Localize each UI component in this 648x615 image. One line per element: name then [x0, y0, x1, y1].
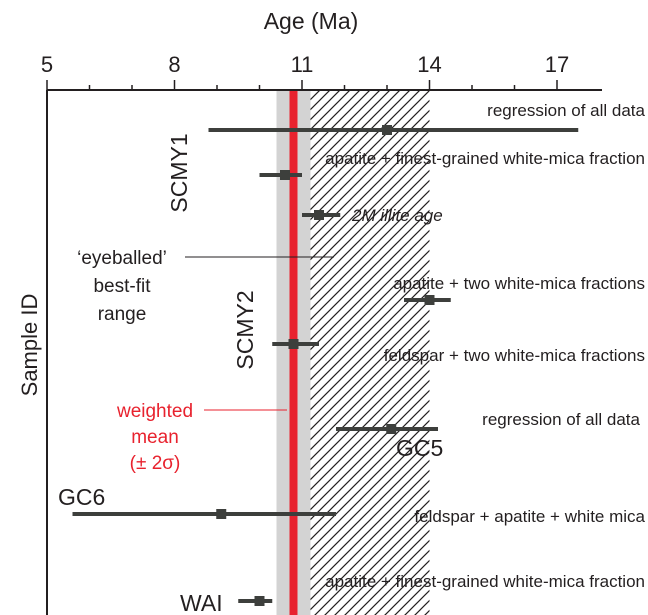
age-point	[386, 424, 397, 434]
x-axis-title: Age (Ma)	[264, 8, 359, 34]
bar-label: feldspar + apatite + white mica	[414, 507, 645, 526]
x-tick-label: 17	[545, 52, 569, 77]
bar-label: apatite + finest-grained white-mica frac…	[325, 572, 645, 591]
bar-label: regression of all data	[487, 101, 645, 120]
bar-label: 2M illite age	[351, 206, 443, 225]
sample-label-wai: WAI	[180, 590, 223, 615]
sample-label-gc5: GC5	[396, 435, 443, 461]
range-bands	[276, 90, 430, 615]
age-point	[288, 339, 299, 349]
x-tick-label: 11	[291, 52, 314, 77]
age-point	[424, 295, 435, 305]
annotation-leaders	[185, 256, 334, 411]
bar-label: regression of all data	[482, 410, 640, 429]
axes: 5 8 11 14 17	[41, 52, 602, 615]
bar-label: apatite + finest-grained white-mica frac…	[325, 149, 645, 168]
sample-label-gc6: GC6	[58, 484, 105, 510]
bar-label: feldspar + two white-mica fractions	[384, 346, 645, 365]
eyeballed-range-label: range	[98, 304, 147, 325]
sample-label-scmy1: SCMY1	[166, 133, 192, 212]
age-point	[314, 210, 324, 220]
sample-labels: SCMY1 SCMY2 GC5 GC6 WAI	[58, 133, 443, 615]
age-point	[382, 125, 392, 135]
bar-label: apatite + two white-mica fractions	[393, 274, 645, 293]
weighted-mean-label: weighted	[116, 401, 193, 422]
sample-label-scmy2: SCMY2	[232, 290, 258, 369]
weighted-mean-label: (± 2σ)	[130, 453, 181, 474]
eyeballed-range-label: best-fit	[93, 276, 151, 297]
weighted-mean-label: mean	[131, 427, 179, 448]
y-axis-title: Sample ID	[17, 294, 42, 397]
age-point	[280, 170, 290, 180]
x-tick-label: 8	[168, 52, 180, 77]
eyeballed-range-label: ‘eyeballed’	[77, 248, 167, 269]
age-point	[254, 596, 265, 606]
x-tick-label: 5	[41, 52, 53, 77]
annotations: ‘eyeballed’ best-fit range weighted mean (± 2…	[77, 248, 193, 474]
x-tick-label: 14	[417, 52, 441, 77]
age-point	[216, 509, 227, 519]
bar-labels: regression of all data apatite + finest-g…	[325, 101, 645, 591]
data-series	[72, 125, 579, 606]
